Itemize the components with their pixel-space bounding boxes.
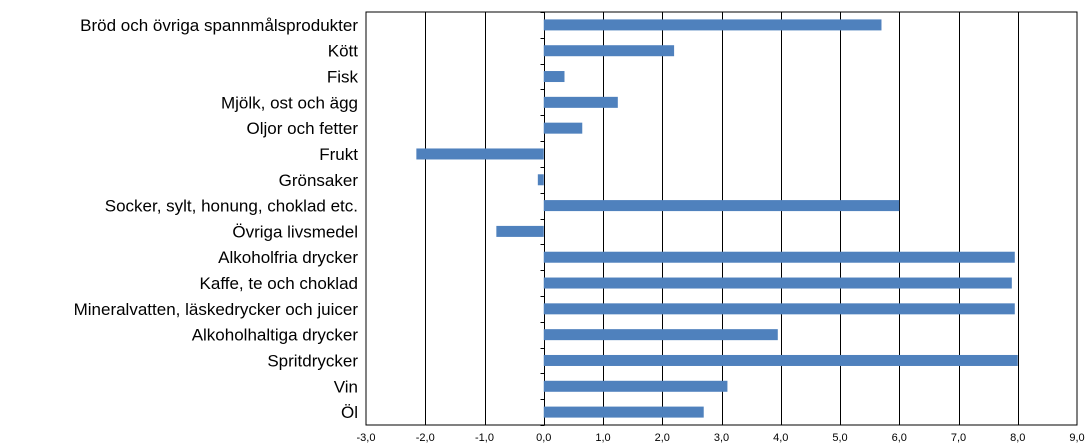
x-tick-label: 0,0	[536, 432, 551, 444]
x-tick-label: 9,0	[1069, 432, 1084, 444]
bar	[543, 329, 778, 341]
category-labels: Bröd och övriga spannmålsprodukter Kött Fi…	[74, 16, 359, 422]
bar	[543, 96, 618, 108]
category-label: Alkoholhaltiga drycker	[192, 326, 359, 345]
x-tick-label: 3,0	[714, 432, 729, 444]
category-label: Alkoholfria drycker	[218, 248, 358, 267]
category-label: Fisk	[327, 68, 359, 87]
category-label: Mjölk, ost och ägg	[221, 93, 358, 112]
category-label: Socker, sylt, honung, choklad etc.	[105, 197, 358, 216]
category-label: Frukt	[319, 145, 358, 164]
category-label: Spritdrycker	[267, 351, 358, 370]
x-tick-label: 5,0	[832, 432, 847, 444]
bar	[543, 122, 583, 134]
category-label: Övriga livsmedel	[232, 222, 358, 241]
x-tick-label: 7,0	[951, 432, 966, 444]
x-tick-label: 2,0	[655, 432, 670, 444]
x-tick-label: 6,0	[892, 432, 907, 444]
x-tick-label: -2,0	[416, 432, 435, 444]
x-tick-label: 8,0	[1010, 432, 1025, 444]
bar	[543, 380, 728, 392]
bar	[543, 45, 675, 57]
x-tick-label: 1,0	[595, 432, 610, 444]
category-label: Grönsaker	[279, 171, 359, 190]
bar	[416, 148, 544, 160]
bar	[543, 277, 1012, 289]
x-tick-label: 4,0	[773, 432, 788, 444]
bar	[543, 354, 1018, 366]
category-label: Bröd och övriga spannmålsprodukter	[80, 16, 358, 35]
bar	[496, 225, 544, 237]
bar	[537, 174, 544, 186]
bar	[543, 200, 900, 212]
category-label: Öl	[341, 403, 358, 422]
category-label: Vin	[334, 377, 358, 396]
category-label: Mineralvatten, läskedrycker och juicer	[74, 300, 359, 319]
x-tick-label: -3,0	[357, 432, 376, 444]
bar	[543, 19, 882, 31]
x-tick-labels: -3,0 -2,0 -1,0 0,0 1,0 2,0 3,0 4,0 5,0 6,0 7,0 8,0 9…	[357, 432, 1085, 444]
bar	[543, 251, 1015, 263]
bar	[543, 71, 565, 83]
bars	[416, 19, 1018, 418]
bar	[543, 406, 704, 418]
category-label: Kött	[328, 42, 359, 61]
category-label: Oljor och fetter	[247, 119, 359, 138]
x-tick-label: -1,0	[475, 432, 494, 444]
category-label: Kaffe, te och choklad	[200, 274, 358, 293]
bar	[543, 303, 1015, 315]
